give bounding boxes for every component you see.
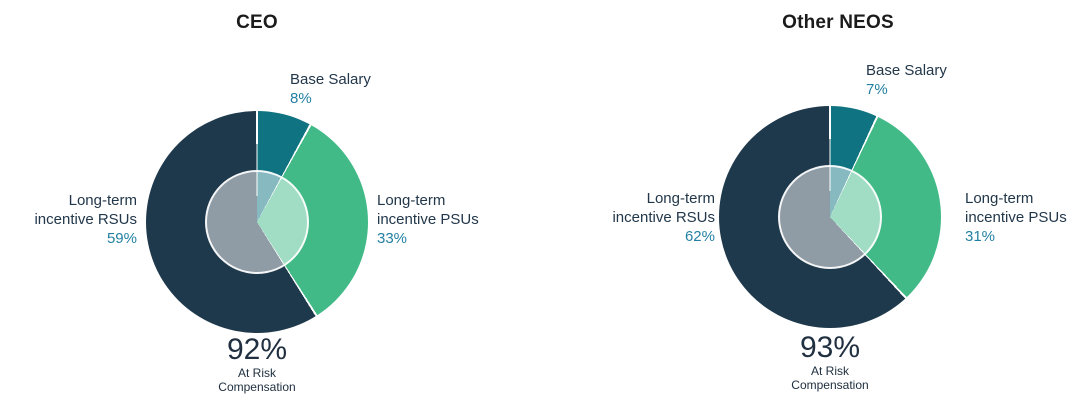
slice-percent: 8% bbox=[290, 90, 312, 107]
slice-label: incentive RSUs bbox=[34, 211, 137, 228]
slice-label: Long-term bbox=[965, 190, 1034, 207]
chart-title-ceo: CEO bbox=[236, 12, 278, 33]
at-risk-percent: 93% bbox=[799, 331, 861, 364]
slice-label: Base Salary bbox=[290, 71, 371, 88]
slice-percent: 31% bbox=[965, 228, 996, 245]
pie-center-overlay bbox=[204, 169, 310, 275]
slice-label: incentive PSUs bbox=[965, 209, 1067, 226]
slice-label: Long-term bbox=[377, 192, 446, 209]
slice-label: incentive PSUs bbox=[377, 211, 479, 228]
at-risk-percent: 92% bbox=[226, 333, 288, 366]
chart-other-neos: Other NEOS Base Salary 7% Long-term ince… bbox=[541, 0, 1082, 409]
slice-percent: 62% bbox=[684, 228, 715, 245]
label-lti-rsus: Long-term incentive RSUs 59% bbox=[34, 191, 137, 248]
donut-chart-other-neos bbox=[719, 106, 941, 328]
donut-chart-ceo bbox=[146, 111, 368, 333]
pie-center-overlay bbox=[777, 164, 883, 270]
chart-ceo: CEO Base Salary 8% Long-term incentive R… bbox=[34, 12, 479, 395]
label-base-salary: Base Salary 7% bbox=[866, 61, 947, 99]
at-risk-caption: Compensation bbox=[791, 378, 869, 392]
slice-percent: 7% bbox=[866, 81, 888, 98]
label-lti-psus: Long-term incentive PSUs 33% bbox=[377, 191, 479, 248]
label-lti-rsus: Long-term incentive RSUs 62% bbox=[612, 189, 715, 246]
slice-percent: 33% bbox=[377, 230, 408, 247]
slice-label: incentive RSUs bbox=[612, 209, 715, 226]
slice-label: Long-term bbox=[646, 190, 715, 207]
chart-title-other-neos: Other NEOS bbox=[782, 12, 894, 33]
slice-percent: 59% bbox=[106, 230, 137, 247]
at-risk-annotation: 93% At Risk Compensation bbox=[720, 331, 940, 393]
at-risk-caption: Compensation bbox=[218, 380, 296, 394]
label-lti-psus: Long-term incentive PSUs 31% bbox=[965, 189, 1067, 246]
slice-label: Long-term bbox=[68, 192, 137, 209]
label-base-salary: Base Salary 8% bbox=[290, 70, 371, 108]
at-risk-caption: At Risk bbox=[810, 364, 849, 378]
at-risk-caption: At Risk bbox=[237, 366, 276, 380]
at-risk-annotation: 92% At Risk Compensation bbox=[147, 333, 367, 395]
slice-label: Base Salary bbox=[866, 62, 947, 79]
